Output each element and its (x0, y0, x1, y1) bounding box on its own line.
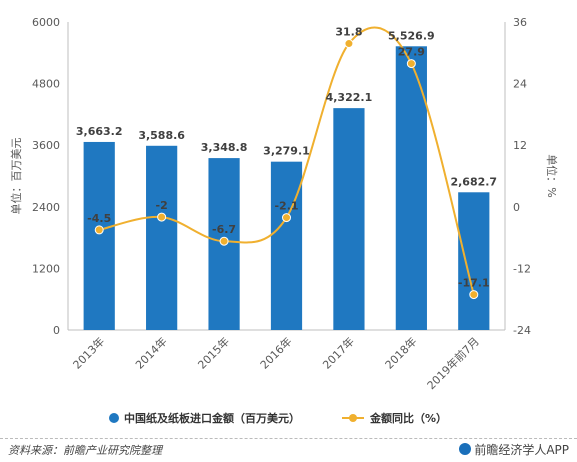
bar (146, 145, 178, 330)
line-point (157, 212, 167, 222)
bar-series (83, 46, 490, 331)
bar (458, 192, 490, 330)
bar-value-label: 3,588.6 (138, 129, 185, 142)
y-right-tick-label: -12 (513, 262, 531, 275)
line-point (406, 59, 416, 69)
legend: 中国纸及纸板进口金额（百万美元） 金额同比（%） (109, 411, 447, 425)
y-right-axis-title: 单位：% (545, 154, 559, 197)
brand-label: 前瞻经济学人APP (459, 441, 569, 458)
bar (270, 161, 303, 330)
y-right-tick-label: 36 (513, 16, 527, 29)
bar-value-label: 5,526.9 (388, 29, 435, 42)
line-point (344, 39, 354, 49)
line-point (469, 290, 479, 300)
line-value-label: -6.7 (212, 223, 236, 236)
bar-value-label: 4,322.1 (326, 91, 373, 104)
line-value-label: 27.9 (398, 46, 425, 59)
x-tick-label: 2018年 (382, 334, 419, 371)
line-value-label: -2.1 (274, 200, 298, 213)
line-point (282, 213, 291, 223)
line-point (94, 225, 104, 235)
data-labels: 3,663.2 3,588.6 3,348.8 3,279.1 4,322.1 5,526… (76, 26, 497, 290)
bar (83, 141, 115, 330)
y-left-tick-label: 4800 (32, 78, 60, 91)
y-left-tick-label: 6000 (32, 16, 60, 29)
line-value-label: -17.1 (458, 277, 490, 290)
x-tick-label: 2016年 (257, 334, 294, 371)
legend-line-label: 金额同比（%） (369, 411, 447, 425)
bar-value-label: 2,682.7 (450, 175, 497, 188)
y-left-tick-label: 1200 (32, 262, 60, 275)
line-value-label: -2 (156, 199, 168, 212)
bar-value-label: 3,348.8 (201, 141, 248, 154)
footer: 资料来源：前瞻产业研究院整理 前瞻经济学人APP (0, 436, 577, 462)
line-point (219, 236, 229, 246)
x-tick-label: 2014年 (132, 334, 169, 371)
brand-text: 前瞻经济学人APP (474, 443, 569, 457)
y-right-tick-label: 0 (513, 201, 520, 214)
legend-bar-label: 中国纸及纸板进口金额（百万美元） (124, 411, 300, 425)
y-right-tick-label: 12 (513, 139, 527, 152)
bar-value-label: 3,279.1 (263, 145, 310, 158)
brand-logo-icon (459, 443, 472, 455)
line-value-label: -4.5 (87, 212, 111, 225)
y-right-tick-label: 24 (513, 78, 527, 91)
y-right-tick-label: -24 (513, 324, 531, 337)
bar (333, 108, 365, 330)
x-tick-label: 2013年 (70, 334, 107, 371)
y-left-tick-label: 0 (53, 324, 60, 337)
y-left-tick-label: 3600 (32, 139, 60, 152)
legend-bar-marker (109, 413, 119, 423)
line-path (98, 26, 475, 295)
footer-divider (0, 438, 577, 440)
x-tick-label: 2017年 (320, 334, 357, 371)
legend-line-dot (349, 414, 357, 422)
line-series (94, 26, 479, 300)
line-value-label: 31.8 (335, 26, 362, 39)
x-tick-label: 2015年 (195, 334, 232, 371)
bar-value-label: 3,663.2 (76, 125, 123, 138)
y-left-tick-label: 2400 (32, 201, 60, 214)
y-left-axis-title: 单位：百万美元 (9, 138, 23, 215)
x-tick-label: 2019年前7月 (424, 334, 482, 392)
source-note: 资料来源：前瞻产业研究院整理 (8, 444, 162, 457)
